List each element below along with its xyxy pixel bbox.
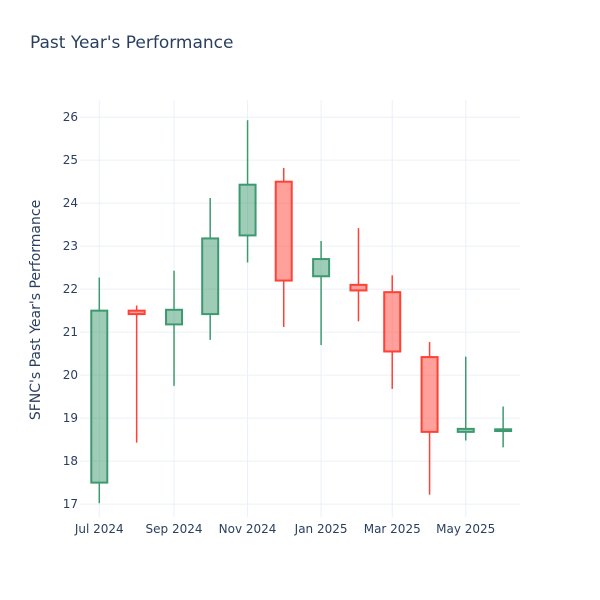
candle-body — [201, 237, 220, 316]
candle — [383, 275, 402, 389]
y-tick-label: 17 — [63, 497, 78, 511]
candle-body — [165, 308, 184, 326]
candle — [494, 406, 513, 448]
x-tick-label: Mar 2025 — [364, 522, 421, 536]
chart-title: Past Year's Performance — [30, 33, 234, 53]
candle-body — [383, 291, 402, 353]
candle — [274, 167, 293, 327]
candle — [238, 120, 257, 263]
x-tick-label: May 2025 — [436, 522, 495, 536]
candle — [456, 356, 475, 441]
y-tick-label: 22 — [63, 282, 78, 296]
y-tick-label: 19 — [63, 411, 78, 425]
y-tick-label: 23 — [63, 239, 78, 253]
candle — [127, 305, 146, 443]
candle — [349, 228, 368, 322]
y-tick-label: 26 — [63, 110, 78, 124]
x-tick-label: Sep 2024 — [146, 522, 203, 536]
y-axis-ticks: 17 18 19 20 21 22 23 24 25 26 — [63, 110, 78, 511]
candle-body — [238, 183, 257, 237]
candle — [201, 198, 220, 340]
candle-body — [274, 180, 293, 282]
y-tick-label: 21 — [63, 325, 78, 339]
y-tick-label: 18 — [63, 454, 78, 468]
candle-body — [312, 258, 331, 278]
candle-body — [494, 428, 513, 433]
x-tick-label: Jan 2025 — [294, 522, 348, 536]
candle — [420, 342, 439, 495]
candle-body — [456, 427, 475, 433]
candles — [90, 120, 513, 504]
candle — [90, 277, 109, 504]
grid — [80, 100, 520, 517]
y-tick-label: 25 — [63, 153, 78, 167]
y-tick-label: 24 — [63, 196, 78, 210]
candle-body — [349, 283, 368, 292]
x-axis-ticks: Jul 2024 Sep 2024 Nov 2024 Jan 2025 Mar 2025… — [74, 522, 495, 536]
candle-body — [127, 309, 146, 316]
x-tick-label: Jul 2024 — [74, 522, 124, 536]
candle-body — [420, 356, 439, 433]
x-tick-label: Nov 2024 — [219, 522, 277, 536]
candle — [165, 270, 184, 386]
candle — [312, 241, 331, 346]
y-axis-title: SFNC's Past Year's Performance — [28, 200, 44, 420]
y-tick-label: 20 — [63, 368, 78, 382]
candle-body — [90, 309, 109, 484]
